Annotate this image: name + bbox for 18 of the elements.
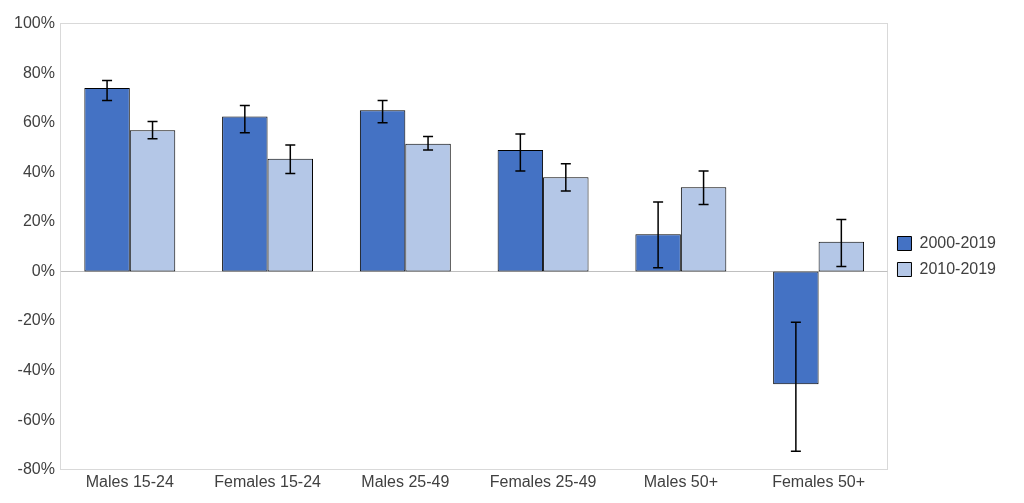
y-tick-label: 80%: [22, 63, 55, 81]
x-tick-label: Females 50+: [772, 472, 866, 490]
y-tick-label: -20%: [17, 311, 55, 329]
x-tick-label: Females 15-24: [214, 472, 322, 490]
y-tick-label: 20%: [22, 212, 55, 230]
x-tick-label: Males 15-24: [85, 472, 174, 490]
y-tick-label: -40%: [17, 361, 55, 379]
y-tick-label: 100%: [14, 14, 55, 32]
y-tick-label: 40%: [22, 162, 55, 180]
x-tick-label: Males 25-49: [361, 472, 450, 490]
legend-label: 2000-2019: [919, 233, 997, 251]
x-tick-label: Males 50+: [643, 472, 718, 490]
y-tick-label: 0%: [31, 261, 55, 279]
y-tick-label: -80%: [17, 460, 55, 478]
y-tick-label: 60%: [22, 113, 55, 131]
x-tick-label: Females 25-49: [489, 472, 597, 490]
y-tick-label: -60%: [17, 410, 55, 428]
legend-label: 2010-2019: [919, 259, 997, 277]
